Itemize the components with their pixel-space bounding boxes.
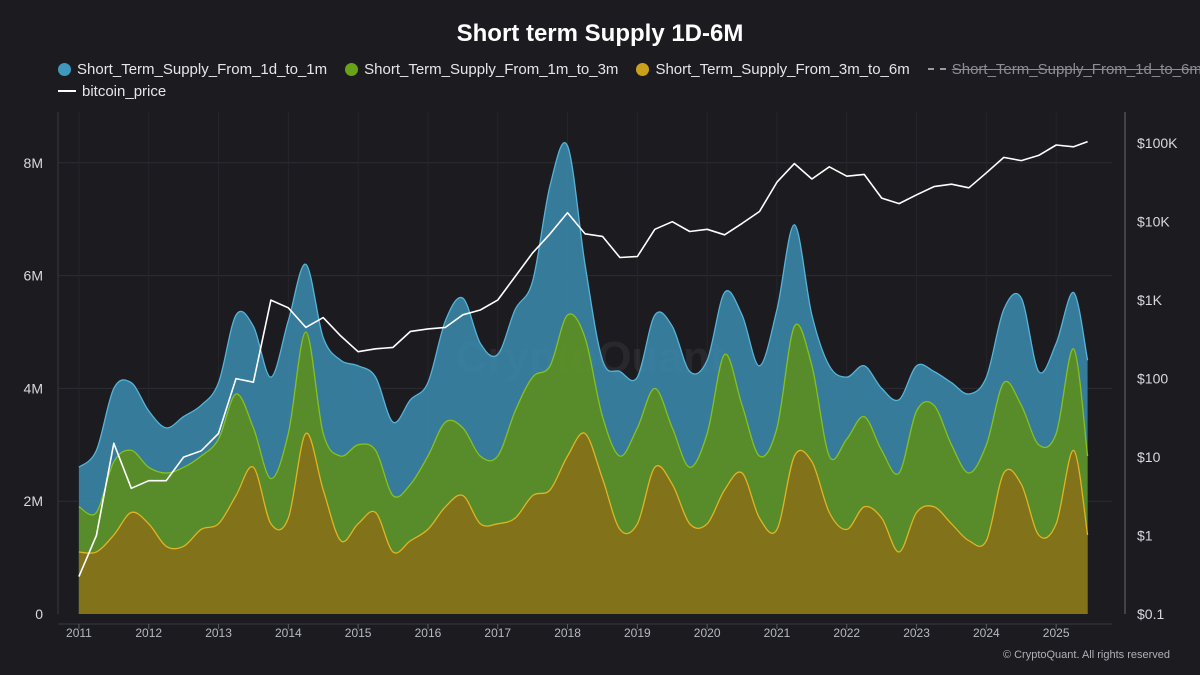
x-tick-label-7: 2018 <box>554 626 581 640</box>
legend-label-1d-6m: Short_Term_Supply_From_1d_to_6m <box>951 60 1200 78</box>
legend-label-1m-3m: Short_Term_Supply_From_1m_to_3m <box>364 60 619 78</box>
x-tick-label-10: 2021 <box>764 626 791 640</box>
x-tick-label-6: 2017 <box>484 626 511 640</box>
y-right-tick-label-4: $1K <box>1137 292 1163 308</box>
area-3m-6m <box>78 432 1088 614</box>
y-right-tick-label-0: $0.1 <box>1137 606 1164 622</box>
legend-item-1d-6m[interactable]: Short_Term_Supply_From_1d_to_6m <box>927 60 1200 78</box>
chart-title: Short term Supply 1D-6M <box>456 20 744 47</box>
x-tick-label-8: 2019 <box>624 626 651 640</box>
legend-item-bitcoin-price[interactable]: bitcoin_price <box>58 83 166 100</box>
y-left-tick-label-3: 6M <box>24 268 43 284</box>
y-right-tick-label-3: $100 <box>1137 371 1168 387</box>
x-tick-label-2: 2013 <box>205 626 232 640</box>
x-tick-label-12: 2023 <box>903 626 930 640</box>
legend-item-1d-1m[interactable]: Short_Term_Supply_From_1d_to_1m <box>58 61 327 78</box>
legend-dot-1m-3m <box>345 62 359 76</box>
y-left-tick-label-1: 2M <box>24 493 43 509</box>
x-tick-label-11: 2022 <box>833 626 860 640</box>
bitcoin-price-line <box>78 140 1088 577</box>
x-tick-label-1: 2012 <box>135 626 162 640</box>
legend-item-1m-3m[interactable]: Short_Term_Supply_From_1m_to_3m <box>345 61 618 78</box>
legend-label-bitcoin-price: bitcoin_price <box>82 82 167 100</box>
area-3m-6m-line <box>78 432 1089 554</box>
x-tick-label-4: 2015 <box>345 626 372 640</box>
x-tick-label-5: 2016 <box>415 626 442 640</box>
y-right-tick-label-1: $1 <box>1137 528 1153 544</box>
x-tick-label-0: 2011 <box>66 626 92 640</box>
y-left-tick-label-2: 4M <box>24 380 43 396</box>
x-tick-label-9: 2020 <box>694 626 721 640</box>
area-1d-1m-line <box>78 142 1089 468</box>
copyright-credit: © CryptoQuant. All rights reserved <box>1002 649 1170 661</box>
legend-line-bitcoin-price <box>58 90 76 92</box>
legend-item-3m-6m[interactable]: Short_Term_Supply_From_3m_to_6m <box>636 60 910 78</box>
x-tick-label-3: 2014 <box>275 626 302 640</box>
y-left-tick-label-0: 0 <box>35 606 43 622</box>
x-tick-label-14: 2025 <box>1043 626 1070 640</box>
legend-label-3m-6m: Short_Term_Supply_From_3m_to_6m <box>655 60 910 78</box>
y-right-tick-label-5: $10K <box>1137 214 1170 230</box>
area-1m-3m-line <box>78 313 1089 516</box>
x-tick-label-13: 2024 <box>973 626 1000 640</box>
y-right-tick-label-6: $100K <box>1137 135 1178 151</box>
y-right-tick-label-2: $10 <box>1137 449 1161 465</box>
legend-label-1d-1m: Short_Term_Supply_From_1d_to_1m <box>77 60 328 78</box>
legend-dot-3m-6m <box>636 62 650 76</box>
legend: Short_Term_Supply_From_1d_to_1m Short_Te… <box>58 58 1200 102</box>
legend-dash-1d-6m <box>927 68 946 70</box>
legend-dot-1d-1m <box>58 62 71 76</box>
y-left-tick-label-4: 8M <box>24 155 43 171</box>
